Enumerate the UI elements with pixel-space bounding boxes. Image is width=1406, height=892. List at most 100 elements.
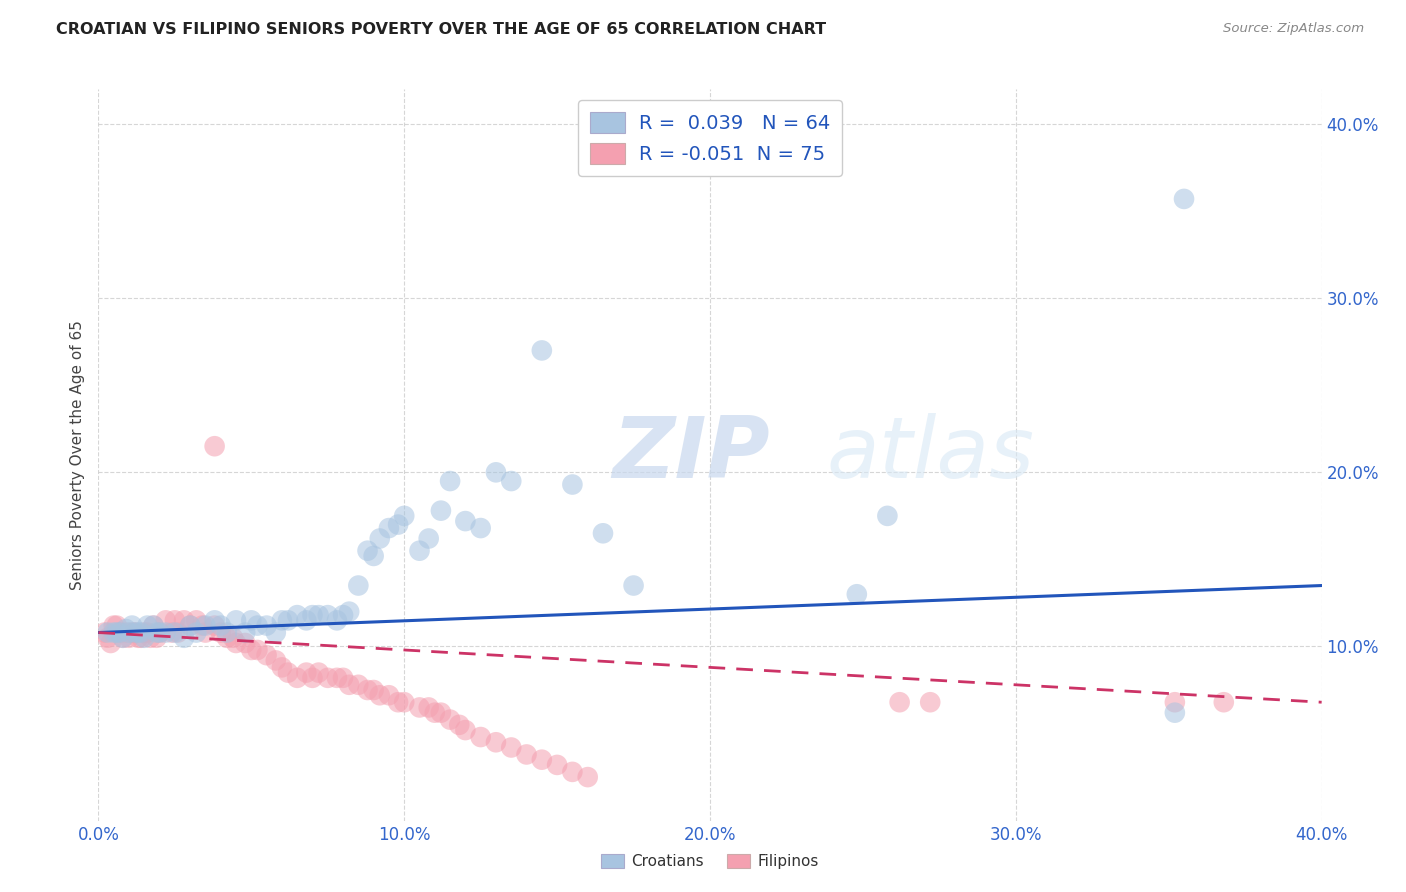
Point xyxy=(387,695,409,709)
Point xyxy=(118,631,141,645)
Point xyxy=(97,625,120,640)
Point xyxy=(186,625,208,640)
Point xyxy=(240,613,263,627)
Point xyxy=(142,618,165,632)
Point xyxy=(100,636,122,650)
Point xyxy=(134,625,156,640)
Point xyxy=(1212,695,1234,709)
Point xyxy=(160,625,183,640)
Point xyxy=(97,631,120,645)
Point xyxy=(285,671,308,685)
Point xyxy=(295,613,318,627)
Point xyxy=(204,439,226,453)
Point xyxy=(194,618,217,632)
Point xyxy=(470,730,492,744)
Point xyxy=(623,578,645,592)
Point xyxy=(155,625,177,640)
Point xyxy=(285,608,308,623)
Point xyxy=(392,695,416,709)
Point xyxy=(277,665,299,680)
Point xyxy=(105,625,128,640)
Point xyxy=(356,543,378,558)
Legend: Croatians, Filipinos: Croatians, Filipinos xyxy=(595,848,825,875)
Point xyxy=(145,631,167,645)
Text: atlas: atlas xyxy=(827,413,1035,497)
Point xyxy=(179,618,201,632)
Point xyxy=(592,526,614,541)
Text: Source: ZipAtlas.com: Source: ZipAtlas.com xyxy=(1223,22,1364,36)
Point xyxy=(142,618,165,632)
Point xyxy=(240,643,263,657)
Point xyxy=(270,660,292,674)
Point xyxy=(470,521,492,535)
Point xyxy=(115,622,138,636)
Point xyxy=(408,543,430,558)
Text: ZIP: ZIP xyxy=(612,413,770,497)
Point xyxy=(449,718,471,732)
Point xyxy=(149,625,172,640)
Point xyxy=(124,625,146,640)
Point xyxy=(204,618,226,632)
Point xyxy=(209,618,232,632)
Point xyxy=(155,613,177,627)
Point xyxy=(392,508,416,523)
Point xyxy=(326,671,349,685)
Point xyxy=(225,636,247,650)
Point xyxy=(134,631,156,645)
Point xyxy=(920,695,942,709)
Point xyxy=(889,695,911,709)
Point xyxy=(1173,192,1195,206)
Point xyxy=(308,608,330,623)
Point xyxy=(1164,706,1187,720)
Point xyxy=(485,735,508,749)
Point xyxy=(347,578,370,592)
Point xyxy=(368,532,391,546)
Point xyxy=(546,758,568,772)
Point xyxy=(145,625,167,640)
Point xyxy=(368,688,391,702)
Point xyxy=(347,678,370,692)
Point xyxy=(256,618,278,632)
Point xyxy=(301,608,323,623)
Point xyxy=(418,532,440,546)
Point xyxy=(301,671,323,685)
Point xyxy=(129,625,152,640)
Point xyxy=(256,648,278,663)
Point xyxy=(186,613,208,627)
Point xyxy=(316,608,339,623)
Point xyxy=(121,618,143,632)
Point xyxy=(167,625,190,640)
Text: CROATIAN VS FILIPINO SENIORS POVERTY OVER THE AGE OF 65 CORRELATION CHART: CROATIAN VS FILIPINO SENIORS POVERTY OVE… xyxy=(56,22,827,37)
Point xyxy=(209,625,232,640)
Point xyxy=(215,631,238,645)
Point xyxy=(108,625,131,640)
Point xyxy=(337,678,360,692)
Point xyxy=(501,474,523,488)
Y-axis label: Seniors Poverty Over the Age of 65: Seniors Poverty Over the Age of 65 xyxy=(69,320,84,590)
Point xyxy=(163,625,186,640)
Point xyxy=(356,683,378,698)
Point xyxy=(111,631,134,645)
Point xyxy=(576,770,599,784)
Point xyxy=(270,613,292,627)
Point xyxy=(139,631,162,645)
Point xyxy=(163,613,186,627)
Point xyxy=(423,706,446,720)
Point xyxy=(264,653,287,667)
Point xyxy=(93,625,115,640)
Point xyxy=(332,671,354,685)
Point xyxy=(332,608,354,623)
Point xyxy=(530,343,553,358)
Point xyxy=(129,631,152,645)
Point xyxy=(127,625,149,640)
Point xyxy=(561,477,583,491)
Point xyxy=(876,508,898,523)
Point xyxy=(378,688,401,702)
Point xyxy=(264,625,287,640)
Point xyxy=(103,618,125,632)
Point xyxy=(454,723,477,737)
Point xyxy=(454,514,477,528)
Point xyxy=(136,625,159,640)
Point xyxy=(277,613,299,627)
Point xyxy=(233,625,256,640)
